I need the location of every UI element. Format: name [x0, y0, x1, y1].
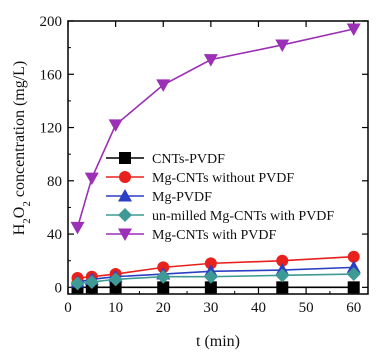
data-point	[346, 23, 361, 36]
x-tick-label: 50	[299, 300, 314, 316]
legend-entry: Mg-CNTs without PVDF	[106, 171, 294, 186]
plot-frame	[67, 20, 369, 295]
data-point	[70, 276, 85, 291]
x-axis-title: t (min)	[196, 333, 240, 350]
data-point	[84, 275, 99, 290]
data-point	[108, 272, 123, 287]
legend-entry: Mg-PVDF	[106, 189, 212, 205]
data-point	[84, 172, 99, 186]
x-tick-label: 30	[203, 300, 218, 316]
data-point	[109, 281, 122, 294]
legend-marker	[119, 171, 131, 183]
y-tick-label: 80	[47, 174, 62, 190]
data-point	[108, 119, 123, 132]
y-tick-label: 0	[55, 280, 63, 296]
y-tick-label: 200	[40, 14, 63, 30]
y-axis-title-mid: O	[11, 207, 28, 219]
x-tick-label: 0	[64, 300, 72, 316]
data-point	[203, 54, 218, 67]
data-point	[347, 281, 360, 294]
data-point	[156, 79, 171, 92]
y-tick-label: 120	[40, 121, 63, 137]
y-tick-label: 160	[40, 67, 63, 83]
data-point	[276, 281, 289, 294]
series-3	[70, 267, 361, 291]
legend-label: Mg-CNTs without PVDF	[152, 171, 294, 186]
y-axis-title-sub2: 2	[21, 201, 33, 207]
legend-marker	[118, 189, 132, 202]
legend-marker	[118, 228, 132, 241]
data-point	[275, 39, 290, 52]
data-point	[276, 254, 289, 267]
data-point	[204, 281, 217, 294]
data-point	[156, 269, 171, 284]
legend-marker	[119, 152, 131, 164]
legend-label: CNTs-PVDF	[152, 152, 225, 167]
data-point	[346, 267, 361, 282]
x-tick-label: 10	[108, 300, 123, 316]
data-point	[70, 221, 85, 235]
y-tick-label: 40	[47, 227, 62, 243]
y-axis-title-prefix: H	[11, 223, 28, 235]
legend-label: un-milled Mg-CNTs with PVDF	[152, 209, 334, 224]
legend-label: Mg-CNTs with PVDF	[152, 228, 276, 243]
series-4	[70, 23, 361, 235]
y-axis-title: H2O2 concentration (mg/L)	[11, 61, 33, 236]
x-tick-label: 60	[346, 300, 361, 316]
y-axis-title-suffix: concentration (mg/L)	[11, 61, 28, 201]
legend-marker	[118, 208, 132, 222]
data-point	[275, 268, 290, 283]
data-point	[347, 250, 360, 263]
data-point	[203, 269, 218, 284]
data-point	[346, 260, 361, 273]
data-point	[157, 281, 170, 294]
series-line	[76, 28, 354, 228]
x-tick-label: 40	[251, 300, 266, 316]
legend-label: Mg-PVDF	[152, 190, 212, 205]
legend-entry: un-milled Mg-CNTs with PVDF	[106, 208, 334, 224]
legend-entry: Mg-CNTs with PVDF	[106, 228, 276, 243]
x-tick-label: 20	[156, 300, 171, 316]
legend-entry: CNTs-PVDF	[106, 152, 225, 167]
svg-text:H2O2 concentration (mg/L): H2O2 concentration (mg/L)	[11, 61, 33, 236]
data-point	[204, 257, 217, 270]
y-axis-title-sub1: 2	[21, 218, 33, 224]
